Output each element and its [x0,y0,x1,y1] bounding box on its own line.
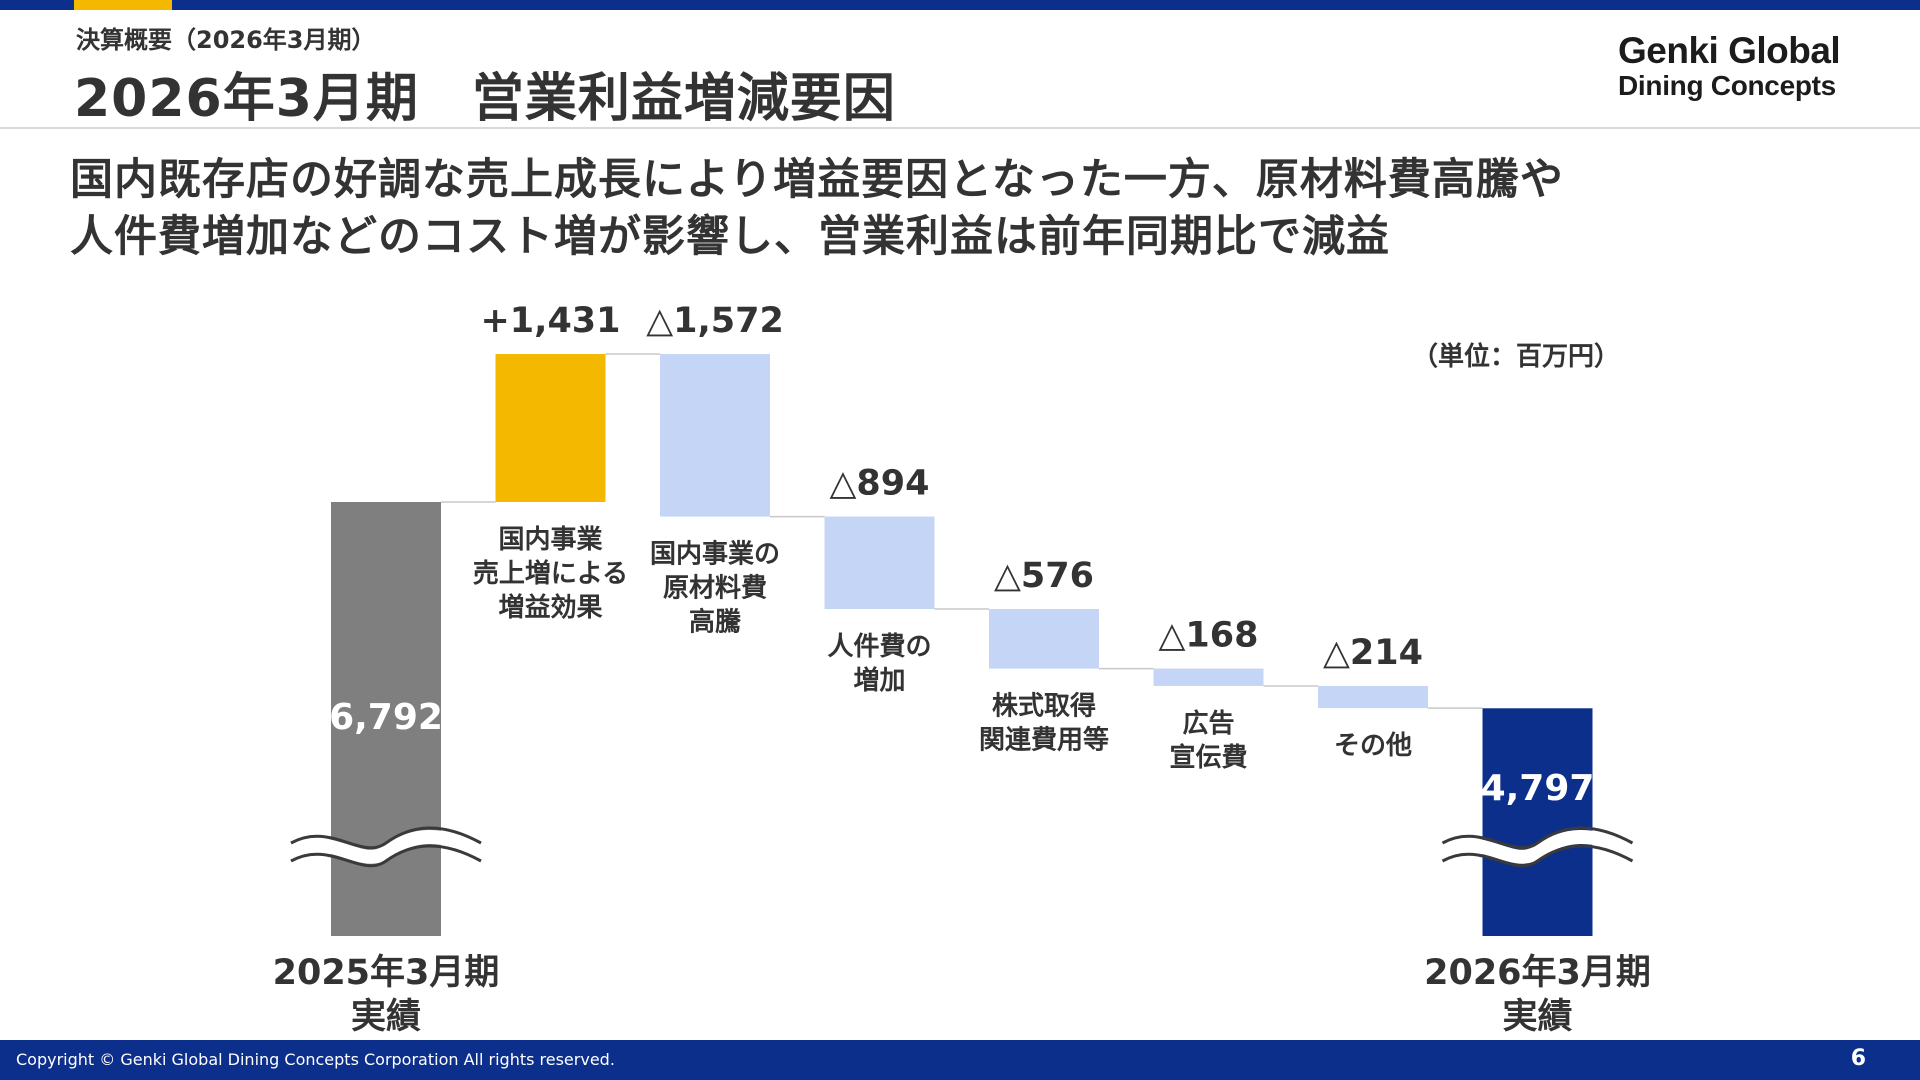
header-divider [0,127,1920,129]
category-label: 国内事業 [498,525,602,555]
data-label: △1,572 [646,301,784,341]
category-label: 増加 [853,666,905,696]
total-bar [331,502,441,936]
top-yellow-accent [74,0,172,10]
axis-break-wave [1441,826,1634,850]
category-label: 国内事業の [650,540,780,570]
category-label: 2026年3月期 [1424,953,1651,993]
top-accent-bar [0,0,1920,10]
section-label: 決算概要（2026年3月期） [76,26,376,54]
copyright-text: Copyright © Genki Global Dining Concepts… [16,1050,615,1069]
data-label: 6,792 [329,697,443,738]
category-label: 人件費の [827,632,931,662]
category-label: 売上増による [473,559,628,589]
logo-line-1: Genki Global [1618,30,1841,71]
data-label: +1,431 [480,301,620,341]
delta-bar [495,354,606,502]
headline: 国内既存店の好調な売上成長により増益要因となった一方、原材料費高騰や 人件費増加… [70,152,1870,266]
category-label: 株式取得 [992,692,1096,722]
company-logo: Genki Global Dining Concepts [1618,30,1841,101]
data-label: △576 [994,556,1094,596]
footer-bar: Copyright © Genki Global Dining Concepts… [0,1040,1920,1080]
page-title: 2026年3月期 営業利益増減要因 [74,69,896,129]
category-label: 関連費用等 [979,725,1109,756]
delta-bar [1153,668,1264,686]
headline-line-2: 人件費増加などのコスト増が影響し、営業利益は前年同期比で減益 [70,212,1390,262]
category-label: 増益効果 [498,592,602,623]
category-label: 宣伝費 [1169,742,1247,773]
category-label: 実績 [1502,997,1572,1037]
data-label: △168 [1159,616,1259,656]
unit-label: （単位：百万円） [1412,342,1621,372]
category-label: 2025年3月期 [273,953,500,993]
delta-bar [660,354,770,517]
axis-break-wave [287,829,485,864]
delta-bar [1318,685,1428,709]
category-label: 広告 [1182,708,1234,739]
headline-line-1: 国内既存店の好調な売上成長により増益要因となった一方、原材料費高騰や [70,155,1564,205]
category-label: 実績 [351,997,421,1037]
page-number: 6 [1850,1046,1866,1071]
category-label: 高騰 [689,607,741,638]
data-label: △894 [830,464,930,504]
data-label: △214 [1323,633,1423,673]
axis-break-wave [290,826,482,850]
category-label: その他 [1334,731,1412,761]
total-bar [1482,708,1593,936]
axis-break-wave [1441,844,1634,868]
delta-bar [824,516,935,610]
logo-line-2: Dining Concepts [1618,69,1836,101]
axis-break-wave [1439,829,1636,864]
category-label: 原材料費 [663,574,767,604]
delta-bar [989,609,1099,669]
axis-break-wave [290,844,482,868]
data-label: 4,797 [1481,768,1595,809]
